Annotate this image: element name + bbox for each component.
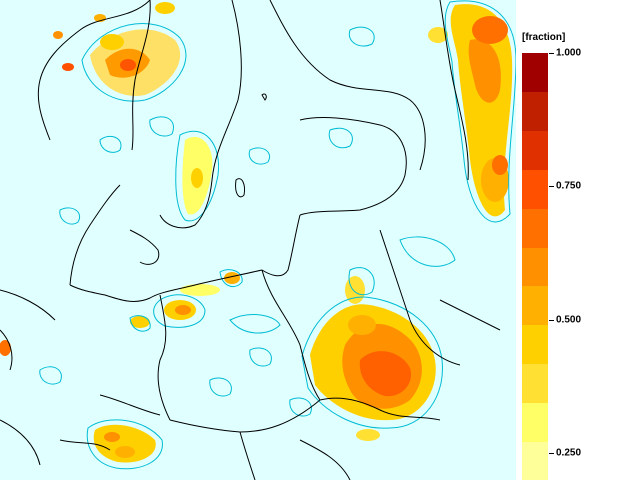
fraction-contours (39, 0, 516, 470)
colorbar-segment (522, 169, 548, 209)
colorbar-tick-mark (549, 319, 554, 321)
colorbar (522, 53, 548, 480)
coastlines-and-borders (0, 0, 501, 480)
colorbar-segment (522, 324, 548, 365)
colorbar-segment (522, 130, 548, 170)
colorbar-tick-mark (549, 53, 554, 54)
colorbar-segment (522, 91, 548, 132)
colorbar-tick-label: 0.750 (556, 180, 582, 192)
colorbar-segment (522, 53, 548, 93)
colorbar-segment (522, 441, 548, 480)
colorbar-tick-label: 0.250 (556, 447, 582, 459)
colorbar-tick-mark (549, 186, 554, 188)
colorbar-tick-mark (549, 453, 554, 455)
fraction-field (0, 2, 513, 463)
sea-area (0, 0, 516, 480)
colorbar-segment (522, 247, 548, 287)
colorbar-segment (522, 363, 548, 403)
colorbar-tick-label: 1.000 (556, 47, 582, 59)
colorbar-segment (522, 285, 548, 326)
legend-unit-label: [fraction] (522, 32, 566, 43)
colorbar-segment (522, 208, 548, 248)
map-canvas (0, 0, 516, 480)
map-panel (0, 0, 516, 480)
colorbar-tick-label: 0.500 (556, 314, 582, 326)
colorbar-segment (522, 402, 548, 442)
